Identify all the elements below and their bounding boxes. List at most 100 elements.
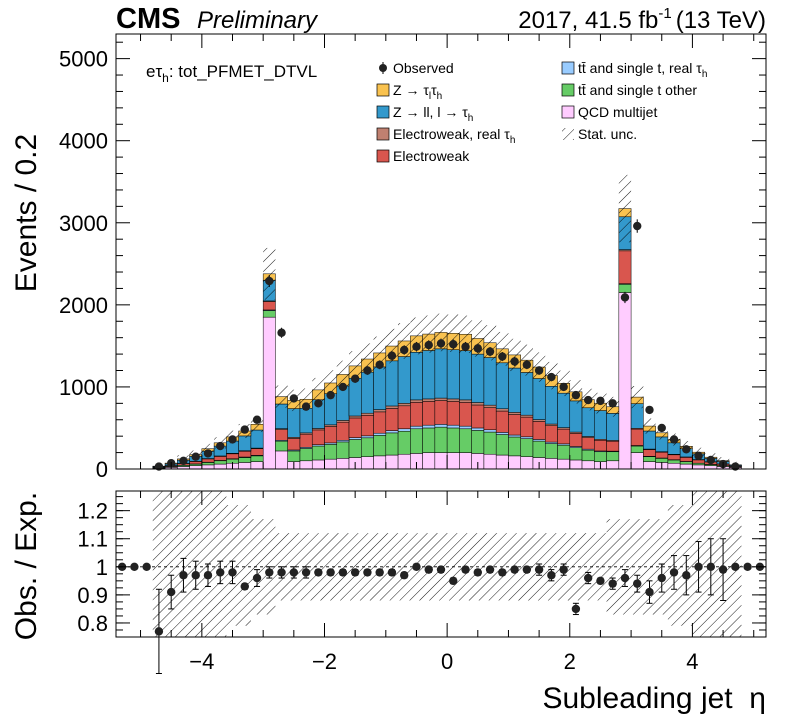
stat-band-bin	[618, 174, 632, 243]
legend-qcd-label: QCD multijet	[578, 104, 657, 120]
observed-point	[301, 402, 311, 411]
observed-point	[657, 423, 666, 433]
bar-tt_other	[238, 457, 252, 463]
observed-point	[534, 366, 544, 375]
bar-tt_other	[655, 458, 669, 463]
observed-point	[424, 340, 433, 350]
bar-ewk	[446, 401, 460, 426]
bar-ewk	[410, 402, 423, 427]
bar-tt_other	[446, 427, 460, 453]
channel-suffix: : tot_PFMET_DTVL	[169, 62, 317, 81]
bar-qcd	[679, 463, 693, 469]
svg-text:Electroweak, real τh: Electroweak, real τh	[393, 126, 515, 146]
legend-ewk-real-sub: h	[510, 135, 516, 146]
bar-qcd	[361, 456, 374, 469]
bar-zll	[532, 378, 546, 420]
observed-point	[633, 221, 642, 231]
bar-qcd	[262, 316, 276, 469]
bar-ewk	[471, 404, 485, 429]
ratio-point	[338, 568, 348, 577]
bar-tt_real	[410, 425, 423, 430]
ratio-point	[436, 565, 446, 574]
bar-qcd	[201, 464, 215, 469]
observed-point	[645, 405, 654, 415]
observed-point	[608, 399, 617, 408]
top-y-tick-label: 0	[96, 457, 108, 482]
stat-band-bin	[520, 344, 533, 376]
bar-qcd	[618, 292, 632, 469]
bar-tt_other	[262, 310, 276, 318]
bar-tt_other	[385, 432, 399, 456]
bottom-y-tick-label: 0.8	[77, 611, 108, 636]
bar-qcd	[422, 452, 436, 469]
bar-ewk_real	[434, 397, 448, 401]
bar-zll	[410, 352, 423, 401]
ratio-point	[142, 562, 151, 572]
bar-tt_real	[385, 430, 399, 434]
bar-qcd	[581, 460, 595, 469]
bar-qcd	[213, 463, 227, 469]
bar-ewk	[434, 400, 448, 425]
bar-zll	[238, 435, 252, 451]
ratio-point	[547, 571, 556, 580]
bar-qcd	[250, 461, 264, 469]
lumi-year: 2017, 41.5 fb	[518, 7, 658, 34]
bar-zll	[471, 353, 485, 403]
observed-point	[350, 374, 360, 383]
ratio-point	[265, 568, 274, 577]
ratio-point	[277, 568, 286, 577]
ratio-point	[130, 562, 139, 572]
observed-point	[203, 449, 213, 458]
ratio-point	[252, 573, 262, 583]
bar-tt_other	[569, 447, 583, 461]
ratio-points	[117, 538, 765, 674]
bar-qcd	[373, 455, 387, 469]
bar-ewk_real	[410, 399, 423, 403]
bar-qcd	[324, 458, 338, 469]
ratio-point	[596, 576, 605, 586]
legend-zll: Z → ll, l → τh	[376, 104, 473, 124]
bar-tt_real	[422, 424, 436, 429]
stat-band-bin	[336, 360, 350, 389]
bar-tt_other	[250, 455, 264, 462]
bar-zll	[361, 371, 374, 414]
bar-tt_real	[348, 437, 362, 440]
stat-band-bin	[459, 315, 472, 353]
observed-point	[326, 390, 335, 400]
observed-point	[252, 415, 262, 424]
observed-point	[669, 435, 679, 444]
bar-qcd	[508, 455, 521, 469]
observed-point	[461, 342, 470, 351]
legend-ztautau-sub2: h	[437, 91, 443, 102]
ratio-point	[179, 571, 188, 580]
bar-qcd	[446, 452, 460, 469]
bar-tt_real	[434, 424, 448, 428]
svg-text:Z → ll, l → τh: Z → ll, l → τh	[393, 104, 473, 124]
bar-ewk	[544, 425, 558, 443]
bar-qcd	[557, 458, 571, 469]
bar-ewk	[532, 421, 546, 440]
x-axis-title: Subleading jet η	[542, 682, 766, 715]
bar-ewk	[692, 459, 705, 464]
lumi-exponent: -1	[658, 5, 671, 22]
legend-tt-other: tt̄ and single t other	[561, 82, 697, 98]
bar-tt_other	[275, 440, 288, 452]
preliminary-label: Preliminary	[197, 7, 319, 34]
bar-tt_real	[495, 432, 509, 435]
ratio-point	[387, 568, 397, 577]
ratio-point	[191, 571, 200, 580]
bottom-axes: 0.8 0.9 1 1.1 1.2 −4 −2 0 2 4	[77, 491, 766, 674]
bar-qcd	[275, 450, 288, 469]
cms-label: CMS	[116, 3, 180, 35]
bar-ewk_real	[520, 414, 534, 418]
bar-zll	[250, 429, 264, 449]
channel-label: eτh: tot_PFMET_DTVL	[146, 62, 317, 85]
bar-tt_other	[434, 426, 448, 453]
legend-zll-sub: h	[468, 113, 474, 124]
bar-tt_other	[520, 438, 534, 457]
bar-ewk	[201, 458, 215, 463]
bar-zll	[299, 408, 313, 434]
ratio-point	[731, 562, 740, 572]
ratio-point	[485, 565, 495, 574]
ratio-point	[718, 565, 728, 574]
